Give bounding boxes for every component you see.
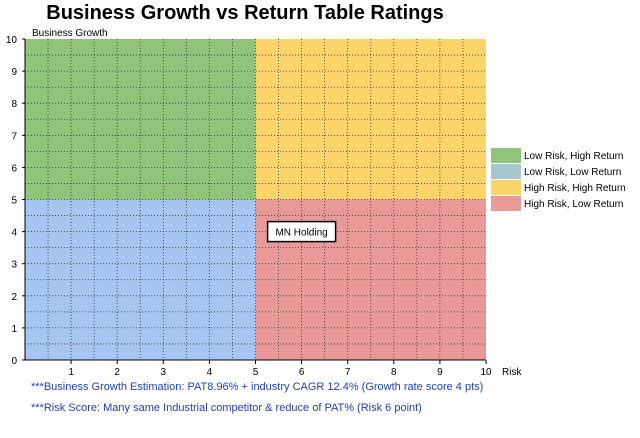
- legend-label: High Risk, High Return: [524, 183, 626, 194]
- y-tick-label: 6: [11, 163, 17, 174]
- y-tick-label: 5: [11, 196, 17, 207]
- x-tick-label: 10: [480, 367, 492, 378]
- y-tick-label: 8: [11, 99, 17, 110]
- legend-swatch: [491, 164, 521, 179]
- y-tick-label: 7: [11, 131, 17, 142]
- chart-title: Business Growth vs Return Table Ratings: [46, 2, 443, 24]
- legend-swatch: [491, 180, 521, 195]
- y-tick-label: 0: [11, 356, 17, 367]
- x-axis-title: Risk: [502, 367, 522, 378]
- x-tick-label: 8: [391, 367, 397, 378]
- x-tick-label: 6: [299, 367, 305, 378]
- x-tick-label: 1: [68, 367, 74, 378]
- y-tick-label: 1: [11, 324, 17, 335]
- risk-score-note: ***Risk Score: Many same Industrial comp…: [31, 402, 422, 414]
- legend-label: High Risk, Low Return: [524, 199, 623, 210]
- x-tick-label: 4: [207, 367, 213, 378]
- legend-label: Low Risk, Low Return: [524, 167, 621, 178]
- y-tick-label: 4: [11, 228, 17, 239]
- x-tick-label: 9: [437, 367, 443, 378]
- y-tick-label: 9: [11, 67, 17, 78]
- x-tick-label: 5: [253, 367, 259, 378]
- y-axis-title: Business Growth: [32, 28, 108, 39]
- x-tick-label: 2: [114, 367, 120, 378]
- point-label: MN Holding: [275, 228, 327, 239]
- legend-swatch: [491, 148, 521, 163]
- point-label-box: [266, 220, 337, 243]
- legend-label: Low Risk, High Return: [524, 151, 623, 162]
- x-tick-label: 3: [161, 367, 167, 378]
- growth-estimation-note: ***Business Growth Estimation: PAT8.96% …: [31, 381, 484, 393]
- x-tick-label: 7: [345, 367, 351, 378]
- legend-swatch: [491, 196, 521, 211]
- y-tick-label: 2: [11, 292, 17, 303]
- y-tick-label: 3: [11, 260, 17, 271]
- y-tick-label: 10: [6, 35, 18, 46]
